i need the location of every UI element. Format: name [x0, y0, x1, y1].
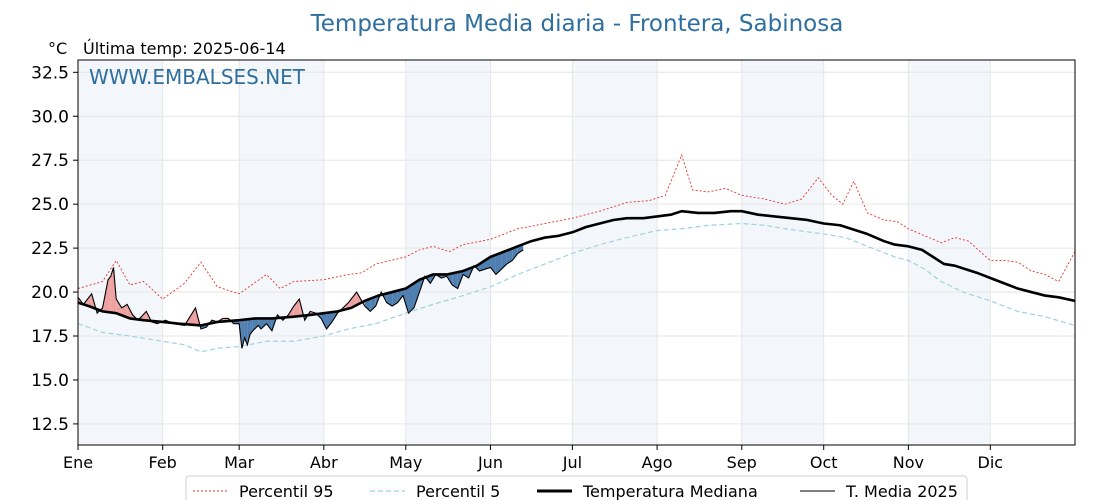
legend-label-p95: Percentil 95	[239, 482, 334, 500]
legend: Percentil 95 Percentil 5 Temperatura Med…	[185, 475, 968, 500]
x-tick-label: May	[389, 453, 422, 472]
fill-below-median	[321, 312, 327, 329]
series-line-median	[77, 209, 1076, 327]
fill-below-median	[252, 318, 259, 331]
x-tick-label: Mar	[224, 453, 255, 472]
fill-below-median	[266, 318, 272, 331]
fill-above-median	[348, 292, 357, 309]
chart-title: Temperatura Media diaria - Frontera, Sab…	[310, 11, 844, 37]
fill-above-median	[108, 276, 111, 313]
y-tick-label: 22.5	[31, 239, 69, 259]
legend-label-median: Temperatura Mediana	[582, 482, 758, 500]
fill-below-median	[512, 246, 518, 261]
fill-below-median	[386, 292, 393, 307]
fill-below-median	[403, 286, 409, 314]
fill-below-median	[241, 319, 245, 349]
fill-below-median	[408, 283, 414, 314]
series-line-p95	[77, 153, 1076, 300]
fill-below-median	[490, 254, 496, 275]
fill-below-median	[495, 252, 502, 275]
month-band-ene	[78, 60, 163, 445]
x-tick-label: Sep	[727, 453, 757, 472]
grid-lines	[77, 60, 1075, 445]
last-temp-label: Última temp: 2025-06-14	[83, 39, 286, 58]
month-band-mar	[239, 60, 324, 445]
fill-below-median	[370, 296, 376, 312]
x-tick-label: Jul	[562, 453, 582, 472]
legend-label-p5: Percentil 5	[416, 482, 500, 500]
fill-below-median	[250, 318, 253, 335]
fill-below-median	[326, 312, 333, 329]
fill-below-median	[413, 279, 420, 308]
y-tick-label: 27.5	[31, 151, 69, 171]
x-tick-label: Jun	[477, 453, 503, 472]
fill-below-median	[506, 248, 513, 264]
fill-below-median	[261, 318, 267, 329]
fill-below-median	[247, 319, 251, 345]
unit-label: °C	[48, 39, 67, 58]
fill-below-median	[397, 289, 404, 303]
legend-box	[185, 475, 968, 500]
fill-below-median	[364, 298, 371, 312]
fill-below-median	[392, 290, 398, 307]
month-band-may	[405, 60, 491, 445]
x-tick-label: Abr	[310, 453, 338, 472]
fill-above-median	[116, 299, 122, 316]
legend-label-t2025: T. Media 2025	[845, 482, 958, 500]
y-tick-label: 12.5	[31, 415, 69, 435]
series-line-p5	[77, 222, 1076, 353]
watermark: WWW.EMBALSES.NET	[89, 65, 306, 89]
y-tick-label: 32.5	[31, 63, 69, 83]
series-line-t2025	[77, 249, 524, 349]
month-band-sep	[741, 60, 824, 445]
fill-above-median	[293, 299, 300, 317]
fill-above-median	[110, 267, 114, 313]
plot-frame	[77, 59, 1076, 446]
fill-below-median	[452, 272, 458, 289]
month-bands	[78, 60, 991, 445]
x-tick-label: Ago	[642, 453, 673, 472]
x-tick-label: Dic	[978, 453, 1004, 472]
x-tick-label: Ene	[63, 453, 93, 472]
y-tick-label: 25.0	[31, 195, 69, 215]
x-axis-ticks: Ene Feb Mar Abr May Jun Jul Ago Sep Oct Nov Dic	[63, 445, 1003, 472]
y-tick-label: 30.0	[31, 107, 69, 127]
fill-above-median	[189, 307, 196, 326]
y-tick-label: 20.0	[31, 283, 69, 303]
y-axis-ticks: 12.5 15.0 17.5 20.0 22.5 25.0 27.5 30.0 32.5	[31, 63, 78, 435]
x-tick-label: Feb	[149, 453, 177, 472]
month-band-nov	[908, 60, 991, 445]
series-lines	[77, 153, 1076, 353]
y-tick-label: 17.5	[31, 327, 69, 347]
month-band-jul	[572, 60, 658, 445]
x-tick-label: Oct	[810, 453, 838, 472]
y-tick-label: 15.0	[31, 371, 69, 391]
x-tick-label: Nov	[893, 453, 924, 472]
